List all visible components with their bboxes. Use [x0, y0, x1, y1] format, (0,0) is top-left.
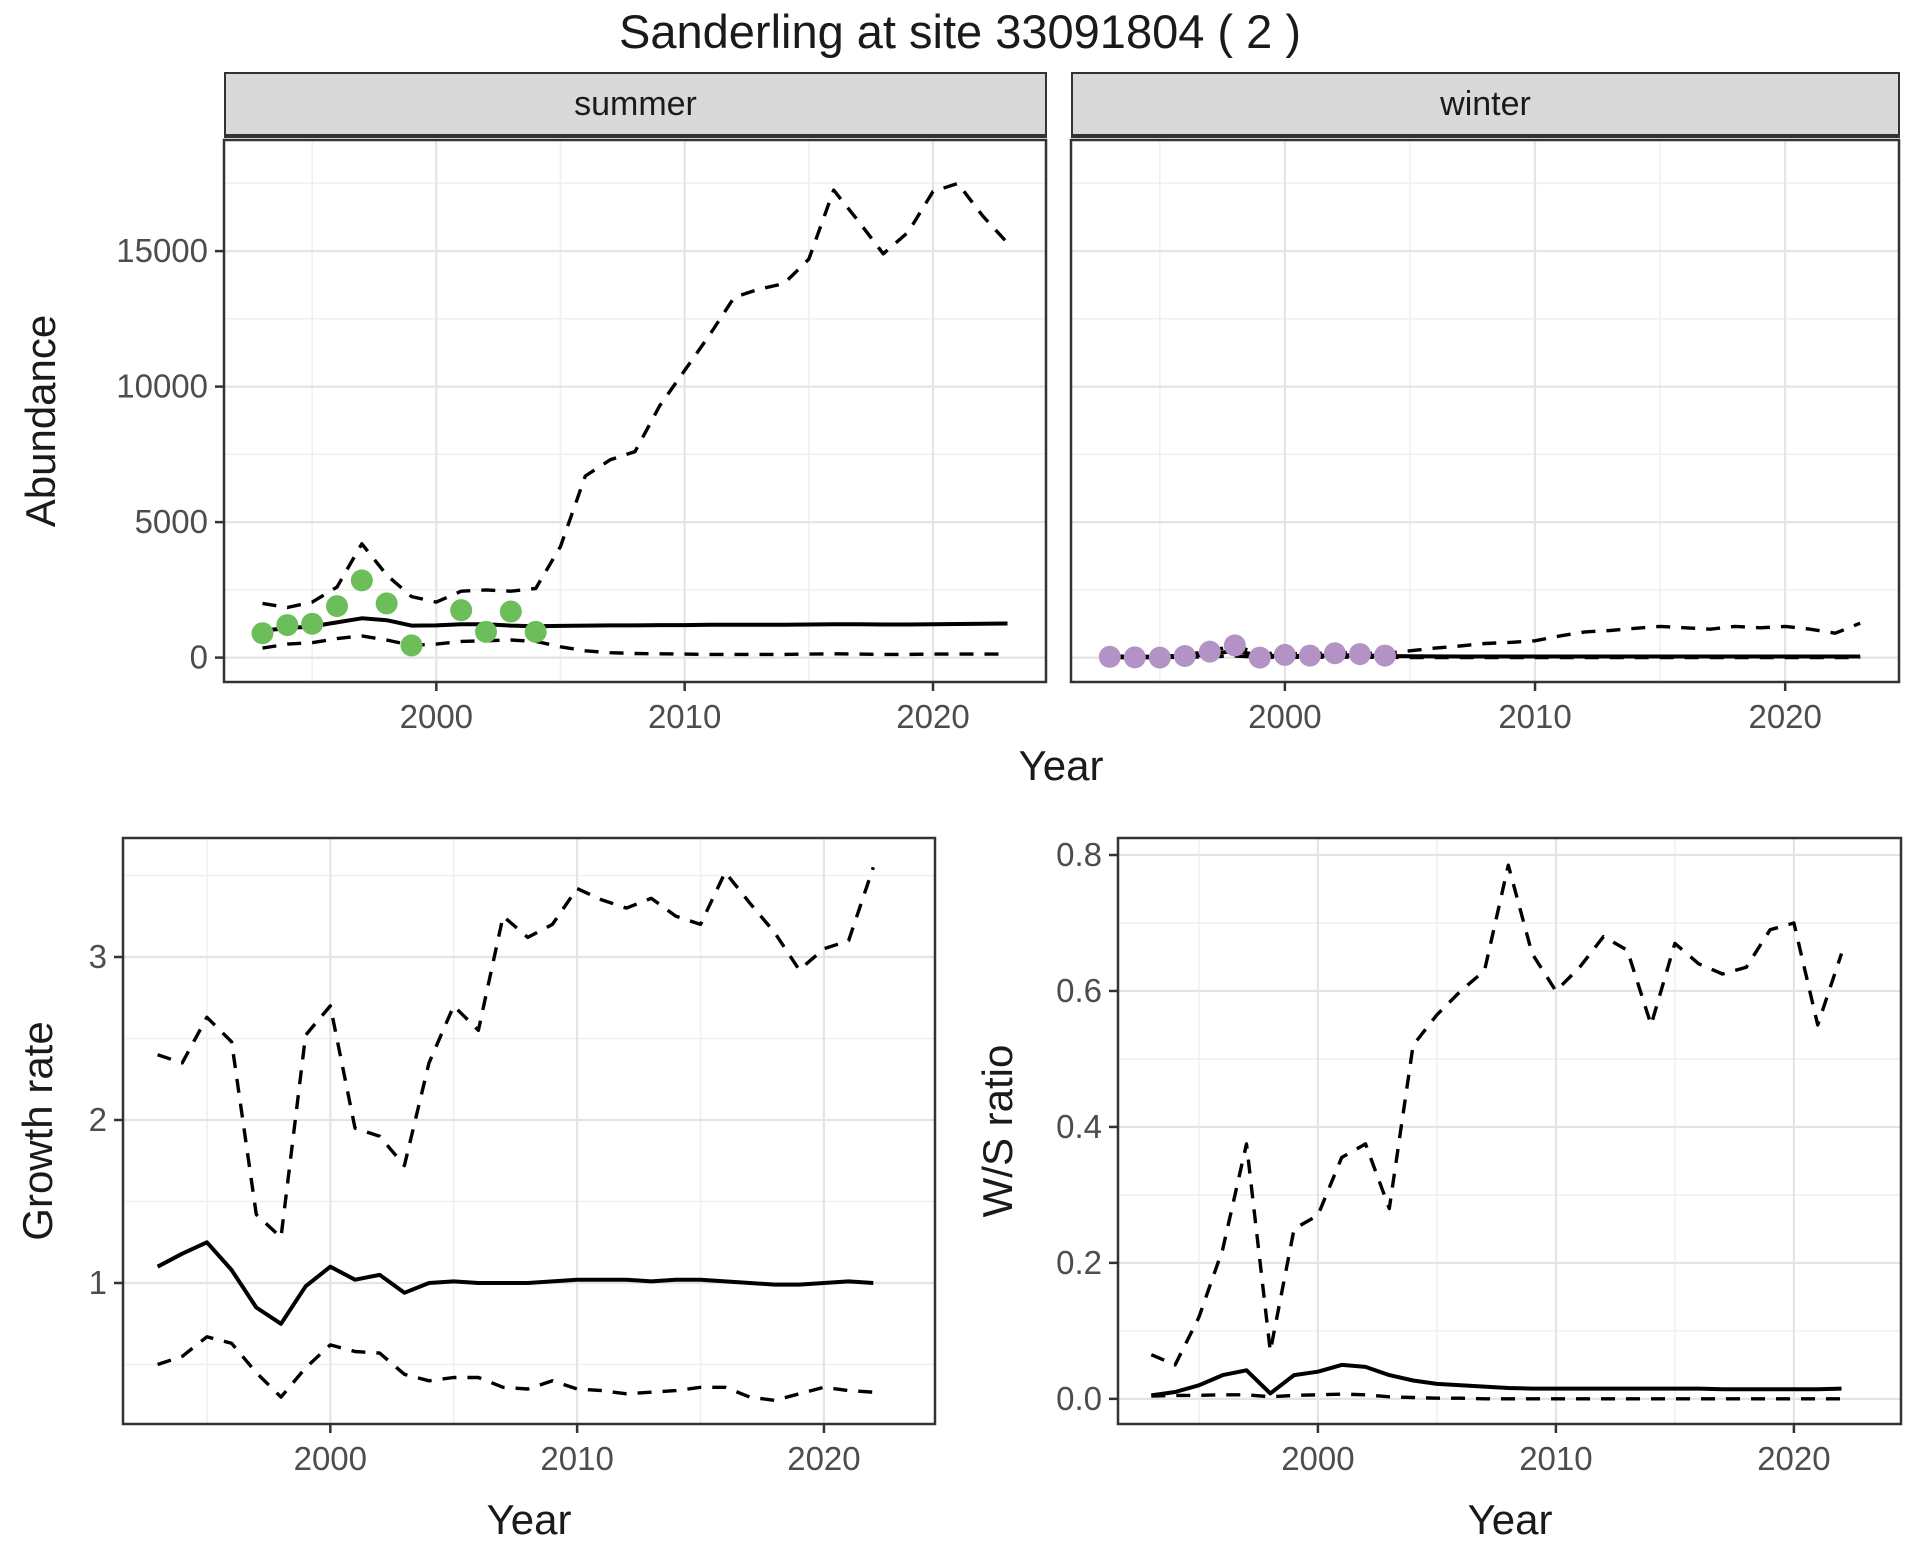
data-point-observed-winter — [1323, 642, 1346, 665]
panel-border — [1069, 138, 1901, 684]
panel-border — [222, 138, 1048, 684]
x-tick-label: 2010 — [648, 698, 721, 735]
series-median-line — [262, 616, 1008, 633]
x-tick-label: 2000 — [294, 1440, 367, 1477]
data-point-observed-summer — [474, 620, 497, 643]
y-axis-title-abundance: Abundance — [17, 314, 64, 528]
facet-strip-summer: summer — [224, 72, 1047, 138]
y-axis-title-growth-rate: Growth rate — [14, 1021, 61, 1241]
abundance-winter-chart: 2000 2010 2020 — [1069, 138, 1901, 735]
growth-rate-chart: 2000 2010 2020 1 2 3 — [89, 836, 937, 1477]
y-tick-label: 1 — [89, 1264, 107, 1301]
series-lower-ci-line — [1151, 1392, 1842, 1401]
data-point-observed-winter — [1348, 643, 1371, 666]
y-tick-label: 5000 — [135, 503, 208, 540]
x-tick-label: 2020 — [787, 1440, 860, 1477]
page-title: Sanderling at site 33091804 ( 2 ) — [619, 5, 1301, 58]
y-tick-label: 10000 — [116, 368, 208, 405]
series-lower-ci-line — [157, 1335, 874, 1403]
y-tick-label: 0.0 — [1056, 1380, 1102, 1417]
x-tick-label: 2020 — [1748, 698, 1821, 735]
data-point-observed-summer — [251, 622, 274, 645]
data-point-observed-winter — [1123, 646, 1146, 669]
data-point-observed-winter — [1098, 645, 1121, 668]
x-tick-label: 2010 — [1519, 1440, 1592, 1477]
x-tick-label: 2000 — [1248, 698, 1321, 735]
panel-background — [224, 140, 1046, 682]
series-upper-ci-line — [262, 181, 1009, 610]
abundance-summer-chart: 2000 2010 2020 0 5000 10000 15000 — [116, 138, 1048, 735]
x-tick-label: 2010 — [540, 1440, 613, 1477]
panel-border — [121, 836, 937, 1426]
panel-background — [1071, 140, 1899, 682]
data-point-observed-summer — [350, 569, 373, 592]
y-tick-label: 2 — [89, 1101, 107, 1138]
data-point-observed-summer — [325, 595, 348, 618]
x-tick-label: 2000 — [1281, 1440, 1354, 1477]
data-point-observed-winter — [1248, 646, 1271, 669]
data-point-observed-winter — [1148, 646, 1171, 669]
x-tick-label: 2000 — [400, 698, 473, 735]
x-axis-title-year-ws: Year — [1467, 1496, 1553, 1543]
y-tick-label: 0.4 — [1056, 1108, 1102, 1145]
y-tick-label: 0.8 — [1056, 836, 1102, 873]
series-median-line — [1151, 1362, 1842, 1398]
data-point-observed-summer — [301, 612, 324, 635]
data-point-observed-winter — [1173, 644, 1196, 667]
x-tick-label: 2010 — [1498, 698, 1571, 735]
panel-border — [1116, 836, 1903, 1426]
y-tick-label: 15000 — [116, 232, 208, 269]
data-point-observed-summer — [276, 614, 299, 637]
x-axis-title-year-growth: Year — [486, 1496, 572, 1543]
facet-strip-label: winter — [1440, 84, 1531, 123]
data-point-observed-winter — [1198, 640, 1221, 663]
y-tick-label: 0.2 — [1056, 1244, 1102, 1281]
series-lower-ci-line — [262, 634, 1008, 657]
series-median-line — [156, 1240, 874, 1326]
data-point-observed-winter — [1298, 644, 1321, 667]
y-axis-title-ws-ratio: W/S ratio — [974, 1044, 1021, 1218]
series-upper-ci-line — [1150, 863, 1844, 1367]
x-axis-title-year-top: Year — [1018, 742, 1104, 789]
data-point-observed-summer — [524, 620, 547, 643]
data-point-observed-winter — [1223, 634, 1246, 657]
x-tick-label: 2020 — [896, 698, 969, 735]
data-point-observed-winter — [1273, 643, 1296, 666]
data-point-observed-winter — [1373, 644, 1396, 667]
ws-ratio-chart: 2000 2010 2020 0.0 0.2 0.4 0.6 0.8 — [1056, 836, 1903, 1477]
panel-background — [1118, 838, 1901, 1424]
y-tick-label: 3 — [89, 938, 107, 975]
data-point-observed-summer — [499, 600, 522, 623]
data-point-observed-summer — [450, 599, 473, 622]
series-lower-ci-line — [1109, 654, 1861, 660]
facet-strip-winter: winter — [1071, 72, 1900, 138]
x-tick-label: 2020 — [1757, 1440, 1830, 1477]
y-tick-label: 0 — [190, 639, 208, 676]
data-point-observed-summer — [375, 592, 398, 615]
facet-strip-label: summer — [574, 84, 697, 123]
y-tick-label: 0.6 — [1056, 972, 1102, 1009]
data-point-observed-summer — [400, 634, 423, 657]
series-upper-ci-line — [157, 866, 875, 1240]
